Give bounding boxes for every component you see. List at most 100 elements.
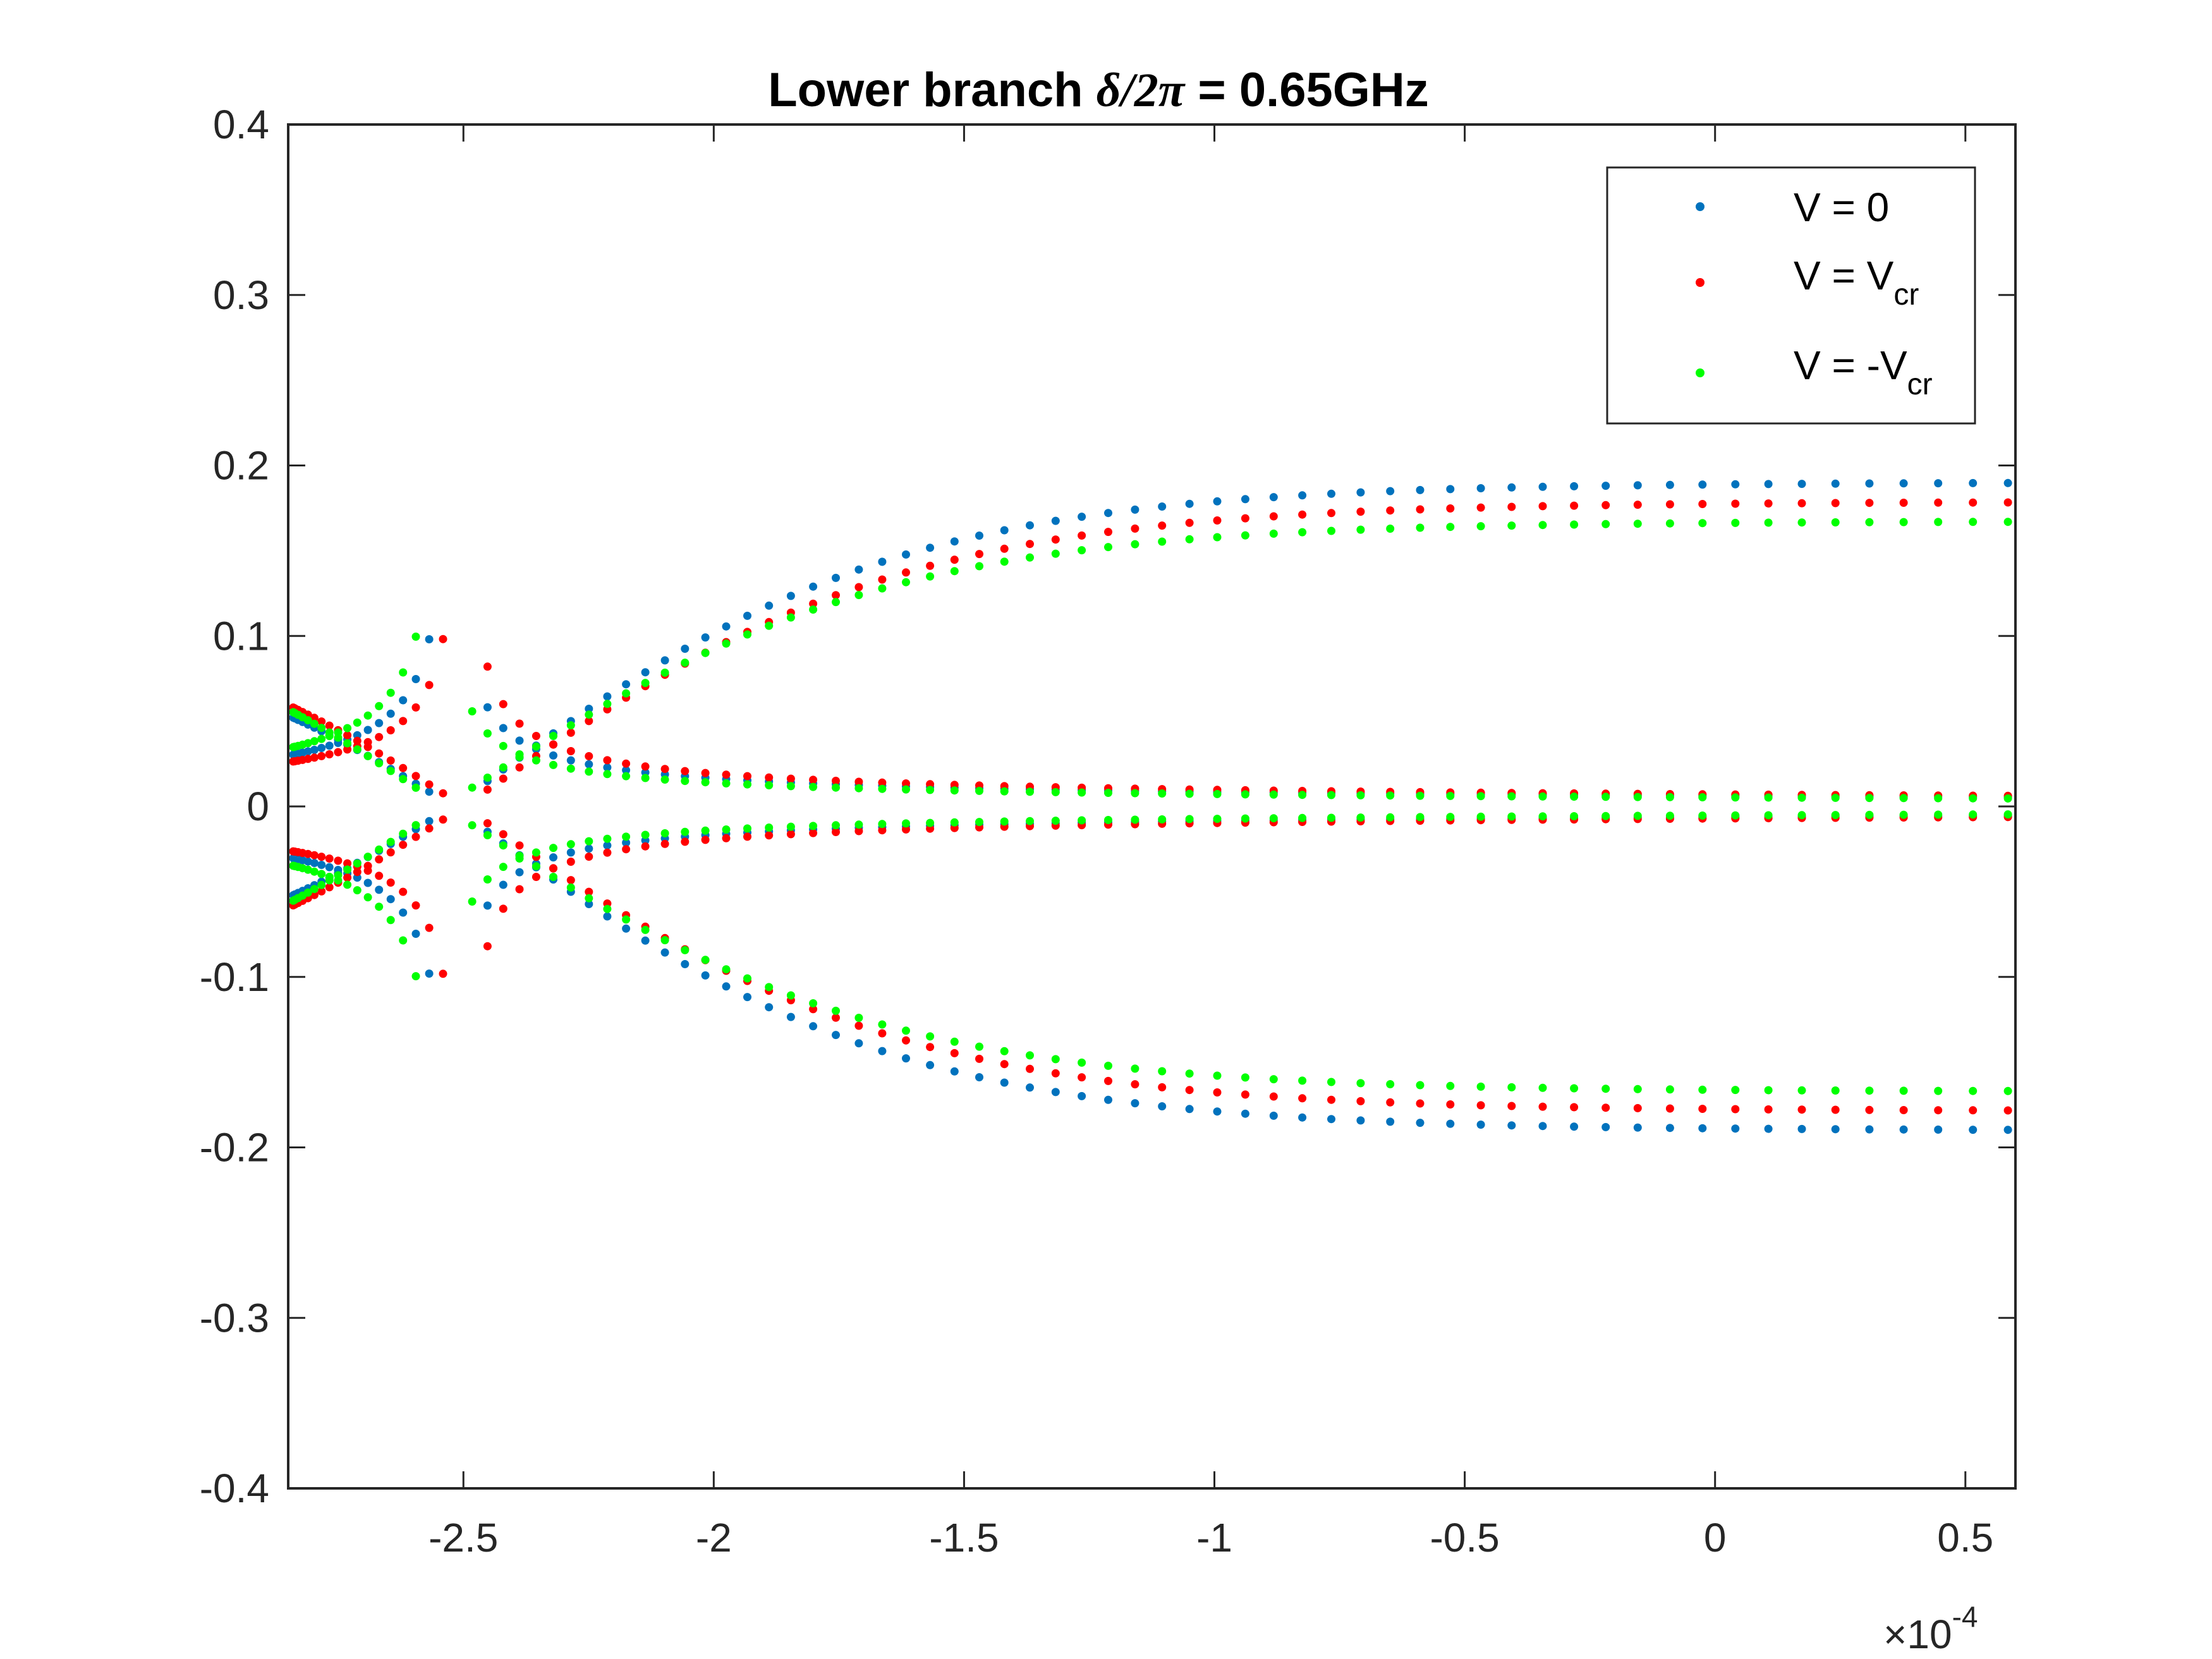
data-point — [786, 991, 795, 1000]
data-point — [765, 621, 774, 630]
data-point — [1327, 1115, 1335, 1124]
data-point — [1269, 529, 1278, 538]
data-point — [1269, 512, 1278, 521]
data-point — [411, 901, 420, 910]
data-point — [317, 744, 326, 752]
data-point — [701, 956, 710, 964]
x-tick-label: -2.5 — [428, 1515, 498, 1560]
data-point — [310, 859, 319, 867]
data-point — [399, 763, 408, 772]
data-point — [743, 772, 751, 781]
data-point — [483, 831, 492, 839]
data-point — [375, 759, 384, 768]
data-point — [1104, 789, 1112, 797]
data-point — [2003, 498, 2012, 507]
data-point — [1386, 1080, 1395, 1088]
data-point — [1934, 1086, 1943, 1095]
data-point — [386, 767, 395, 775]
data-point — [1538, 792, 1547, 801]
data-point — [622, 766, 631, 775]
data-point — [303, 716, 312, 725]
data-point — [765, 1003, 774, 1012]
data-point — [1185, 518, 1194, 527]
data-point — [1797, 518, 1806, 527]
data-point — [353, 718, 362, 727]
data-point — [1269, 1075, 1278, 1084]
data-point — [701, 633, 710, 642]
data-point — [786, 822, 795, 831]
data-point — [303, 747, 312, 756]
chart-title-symbol: δ/2π — [1097, 64, 1186, 117]
data-point — [343, 873, 352, 882]
data-point — [566, 883, 575, 892]
data-point — [1446, 523, 1455, 532]
data-point — [1831, 1125, 1840, 1134]
data-point — [1865, 794, 1874, 803]
data-point — [1000, 544, 1009, 553]
data-point — [1104, 816, 1112, 824]
data-point — [425, 923, 434, 932]
data-point — [622, 689, 631, 698]
data-point — [722, 770, 731, 779]
x-tick-label: 0.5 — [1937, 1515, 1993, 1560]
data-point — [1538, 521, 1547, 530]
data-point — [660, 829, 669, 837]
data-point — [1269, 814, 1278, 823]
data-point — [585, 894, 593, 902]
data-point — [786, 774, 795, 783]
data-point — [1078, 1058, 1086, 1067]
data-point — [926, 786, 935, 794]
legend: V = 0 V = Vcr V = -Vcr — [1606, 166, 1976, 425]
data-point — [743, 824, 751, 833]
data-point — [786, 830, 795, 839]
data-point — [499, 841, 507, 850]
data-point — [411, 772, 420, 781]
x-tick-label: 0 — [1704, 1515, 1727, 1560]
data-point — [1934, 794, 1943, 803]
data-point — [641, 668, 650, 677]
data-point — [1446, 1081, 1455, 1090]
data-point — [622, 772, 631, 781]
chart-title: Lower branch δ/2π = 0.65GHz — [768, 63, 1428, 117]
data-point — [902, 550, 910, 559]
data-point — [439, 789, 447, 798]
data-point — [411, 632, 420, 641]
data-point — [1899, 1106, 1908, 1114]
data-point — [1026, 1064, 1034, 1073]
data-point — [399, 887, 408, 896]
data-point — [926, 561, 935, 570]
data-point — [363, 711, 372, 720]
data-point — [1000, 787, 1009, 796]
data-point — [1633, 501, 1642, 509]
data-point — [809, 782, 818, 791]
data-point — [1026, 521, 1034, 530]
data-point — [1665, 1124, 1674, 1133]
data-point — [499, 863, 507, 872]
data-point — [310, 867, 319, 876]
y-tick-label: 0.1 — [213, 613, 269, 659]
x-axis-exponent: ×10-4 — [1883, 1600, 1978, 1657]
data-point — [439, 635, 447, 643]
data-point — [1298, 1076, 1307, 1085]
data-point — [2003, 794, 2012, 803]
data-point — [743, 630, 751, 639]
data-point — [375, 702, 384, 710]
data-point — [1764, 811, 1773, 820]
y-tick-label: -0.1 — [200, 954, 269, 1000]
data-point — [1158, 1102, 1167, 1110]
data-point — [1899, 1086, 1908, 1095]
data-point — [353, 873, 362, 882]
data-point — [566, 721, 575, 730]
data-point — [878, 784, 887, 793]
data-point — [585, 710, 593, 719]
data-point — [832, 598, 840, 607]
data-point — [701, 769, 710, 777]
data-point — [1633, 1103, 1642, 1112]
data-point — [1446, 1100, 1455, 1109]
data-point — [1356, 1097, 1365, 1105]
data-point — [585, 837, 593, 846]
data-point — [854, 1014, 863, 1022]
data-point — [1298, 528, 1307, 537]
data-point — [1051, 1088, 1060, 1097]
data-point — [1797, 1124, 1806, 1133]
